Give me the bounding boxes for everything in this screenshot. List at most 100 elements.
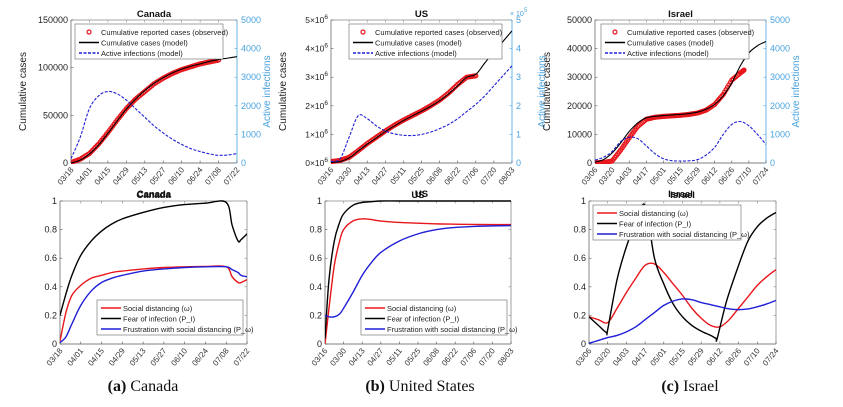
right-axis-multiplier: × 10: [510, 11, 524, 18]
y-tick-label-right: 0: [770, 158, 775, 168]
chart-israel-behavior: Israel 03/0603/2004/0304/1705/0105/1505/2…: [573, 190, 780, 368]
y-tick-label-right: 1: [516, 129, 521, 139]
series-line-2: [325, 224, 511, 318]
series-line-1: [589, 203, 776, 342]
y-tick-label: 0.8: [573, 225, 586, 235]
legend: Social distancing (ω) Fear of infection (…: [592, 204, 750, 241]
x-tick-label: 05/11: [389, 165, 409, 186]
x-tick-label: 03/30: [328, 346, 348, 368]
x-tick-label: 07/20: [479, 165, 499, 187]
y-tick-label: 50000: [43, 110, 68, 120]
x-tick-label: 07/06: [459, 346, 479, 368]
chart-title: Israel: [670, 190, 695, 201]
x-axis-label: Israel: [668, 189, 693, 200]
x-tick-label: 04/03: [614, 165, 634, 187]
data-point: [741, 67, 747, 73]
x-tick-label: 05/13: [128, 346, 148, 368]
x-tick-label: 03/20: [592, 346, 612, 368]
chart-canada-cases: Canada 03/1804/0104/1504/2905/1305/2706/1…: [18, 9, 273, 200]
plot-area: [60, 200, 247, 344]
legend: Cumulative reported cases (observed) Cumu…: [74, 23, 229, 60]
y-tick-label: 0: [587, 158, 592, 168]
x-tick-label: 03/16: [316, 165, 336, 187]
plot-area: [595, 40, 766, 164]
y-tick-label-right: 3: [516, 72, 521, 82]
caption-b-text: United States: [388, 378, 475, 395]
y-tick-label-right: 0: [516, 158, 521, 168]
y-tick-label: 10000: [567, 129, 592, 139]
y-tick-label: 0.2: [573, 310, 586, 320]
legend-entry: Cumulative cases (model): [627, 39, 714, 48]
legend-entry: Frustration with social distancing (P_ω): [123, 325, 254, 334]
legend: Cumulative reported cases (observed) Cumu…: [348, 23, 503, 60]
y-tick-label: 0.2: [309, 310, 322, 320]
x-axis-label: US: [415, 189, 428, 200]
y-tick-label-right: 3000: [241, 72, 261, 82]
y-axis-label: Cumulative cases: [278, 52, 289, 131]
y-axis-label: Cumulative cases: [18, 52, 29, 131]
legend-entry: Fear of infection (P_I): [387, 315, 460, 324]
y-tick-label-right: 2000: [241, 101, 261, 111]
caption-c-label: (c): [661, 378, 680, 395]
y-tick-label: 0: [63, 158, 68, 168]
x-tick-label: 06/24: [185, 165, 205, 187]
legend-entry: Cumulative reported cases (observed): [627, 28, 755, 37]
x-tick-label: 05/25: [403, 346, 423, 368]
legend-box: [74, 23, 224, 60]
x-tick-label: 04/13: [347, 346, 367, 368]
y-tick-label: 0: [317, 339, 322, 349]
y-tick-label-right: 5: [516, 15, 521, 25]
legend-entry: Cumulative reported cases (observed): [375, 28, 503, 37]
x-tick-label: 07/10: [734, 165, 754, 187]
y-tick-label-right: 1000: [241, 129, 261, 139]
legend: Cumulative reported cases (observed) Cumu…: [600, 23, 755, 60]
caption-c-text: Israel: [683, 378, 719, 395]
y-tick-label-right: 5000: [241, 15, 261, 25]
x-tick-label: 06/26: [723, 346, 743, 368]
legend: Social distancing (ω) Fear of infection (…: [96, 299, 254, 336]
chart-title: Canada: [137, 9, 172, 20]
y-tick-label: 0.8: [44, 225, 57, 235]
series-line-0: [589, 262, 776, 328]
x-tick-label: 05/01: [648, 165, 668, 187]
y-tick-label-right: 2: [516, 101, 521, 111]
y-tick-label: 0.2: [44, 310, 57, 320]
chart-title: US: [415, 9, 428, 20]
y-tick-label-right: 2000: [770, 101, 790, 111]
x-tick-label: 08/03: [496, 346, 516, 368]
x-tick-label: 06/24: [190, 346, 210, 368]
y-tick-label: 50000: [567, 15, 592, 25]
y-tick-label-right: 3000: [770, 72, 790, 82]
y-tick-label: 40000: [567, 44, 592, 54]
y-tick-label: 20000: [567, 101, 592, 111]
legend-box: [96, 299, 244, 336]
caption-b-label: (b): [365, 378, 385, 395]
x-tick-label: 07/24: [751, 165, 771, 187]
caption-b: (b) United States: [320, 378, 520, 396]
x-tick-label: 06/08: [424, 165, 444, 187]
x-tick-label: 05/29: [682, 165, 702, 187]
x-tick-label: 04/27: [370, 165, 390, 187]
y-tick-label: 5×106: [305, 14, 328, 25]
x-tick-label: 07/08: [211, 346, 231, 368]
legend-entry: Social distancing (ω): [123, 304, 193, 313]
x-tick-label: 04/01: [74, 165, 94, 187]
chart-title: Canada: [136, 190, 171, 201]
y-tick-label: 30000: [567, 72, 592, 82]
legend-marker: [86, 29, 92, 35]
plot-area: [325, 200, 511, 345]
x-tick-label: 07/20: [477, 346, 497, 368]
y-tick-label: 0.4: [573, 282, 586, 292]
legend-marker: [360, 29, 366, 35]
legend-entry: Frustration with social distancing (P_ω): [387, 325, 518, 334]
y-tick-label: 100000: [38, 63, 68, 73]
x-tick-label: 05/01: [649, 346, 669, 368]
x-tick-label: 04/29: [107, 346, 127, 368]
x-tick-label: 08/03: [497, 165, 517, 187]
x-tick-label: 05/27: [149, 346, 169, 368]
legend-box: [600, 23, 750, 60]
legend-entry: Active infections (model): [101, 49, 183, 58]
series-line-2: [60, 265, 247, 344]
y-tick-label: 0.4: [44, 282, 57, 292]
